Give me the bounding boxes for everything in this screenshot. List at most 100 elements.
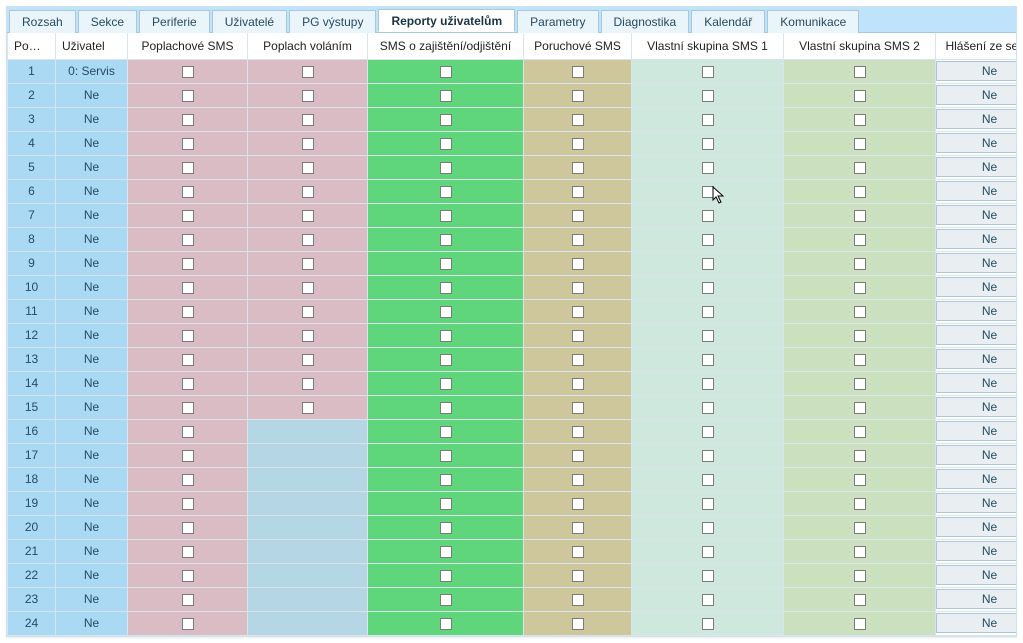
cell-user[interactable]: Ne (56, 107, 128, 131)
cell-sms-zajisteni[interactable] (368, 59, 524, 83)
checkbox[interactable] (854, 402, 866, 414)
cell-poplach-volanim[interactable] (248, 539, 368, 563)
cell-poplachove-sms[interactable] (128, 515, 248, 539)
hlaseni-button[interactable]: Ne (936, 253, 1016, 273)
checkbox[interactable] (182, 450, 194, 462)
checkbox[interactable] (702, 378, 714, 390)
checkbox[interactable] (302, 162, 314, 174)
cell-poplachove-sms[interactable] (128, 227, 248, 251)
checkbox[interactable] (182, 330, 194, 342)
checkbox[interactable] (302, 210, 314, 222)
cell-poruchove-sms[interactable] (524, 395, 632, 419)
checkbox[interactable] (702, 114, 714, 126)
checkbox[interactable] (702, 138, 714, 150)
cell-sms-zajisteni[interactable] (368, 539, 524, 563)
cell-vlastni-skupina-1[interactable] (632, 515, 784, 539)
cell-vlastni-skupina-2[interactable] (784, 323, 936, 347)
checkbox[interactable] (854, 90, 866, 102)
hlaseni-button[interactable]: Ne (936, 157, 1016, 177)
cell-poruchove-sms[interactable] (524, 83, 632, 107)
checkbox[interactable] (302, 402, 314, 414)
cell-poplachove-sms[interactable] (128, 347, 248, 371)
hlaseni-button[interactable]: Ne (936, 325, 1016, 345)
checkbox[interactable] (854, 186, 866, 198)
checkbox[interactable] (572, 138, 584, 150)
checkbox[interactable] (572, 402, 584, 414)
cell-sms-zajisteni[interactable] (368, 467, 524, 491)
tab-kalend-[interactable]: Kalendář (691, 10, 765, 33)
cell-poplach-volanim[interactable] (248, 419, 368, 443)
cell-user[interactable]: Ne (56, 251, 128, 275)
cell-poruchove-sms[interactable] (524, 347, 632, 371)
cell-poruchove-sms[interactable] (524, 443, 632, 467)
checkbox[interactable] (572, 234, 584, 246)
cell-vlastni-skupina-1[interactable] (632, 59, 784, 83)
cell-user[interactable]: Ne (56, 515, 128, 539)
cell-vlastni-skupina-2[interactable] (784, 515, 936, 539)
cell-sms-zajisteni[interactable] (368, 419, 524, 443)
checkbox[interactable] (440, 378, 452, 390)
checkbox[interactable] (182, 66, 194, 78)
checkbox[interactable] (702, 426, 714, 438)
checkbox[interactable] (854, 282, 866, 294)
hlaseni-button[interactable]: Ne (936, 397, 1016, 417)
cell-poplach-volanim[interactable] (248, 371, 368, 395)
cell-user[interactable]: Ne (56, 299, 128, 323)
cell-sms-zajisteni[interactable] (368, 275, 524, 299)
cell-poplach-volanim[interactable] (248, 131, 368, 155)
checkbox[interactable] (854, 522, 866, 534)
checkbox[interactable] (702, 546, 714, 558)
cell-sms-zajisteni[interactable] (368, 515, 524, 539)
checkbox[interactable] (702, 474, 714, 486)
cell-user[interactable]: Ne (56, 563, 128, 587)
checkbox[interactable] (302, 138, 314, 150)
checkbox[interactable] (182, 282, 194, 294)
cell-sms-zajisteni[interactable] (368, 611, 524, 635)
col-header-call[interactable]: Poplach voláním (248, 33, 368, 59)
cell-sms-zajisteni[interactable] (368, 587, 524, 611)
checkbox[interactable] (572, 522, 584, 534)
cell-vlastni-skupina-1[interactable] (632, 611, 784, 635)
cell-user[interactable]: Ne (56, 131, 128, 155)
checkbox[interactable] (572, 378, 584, 390)
hlaseni-button[interactable]: Ne (936, 205, 1016, 225)
cell-poplach-volanim[interactable] (248, 299, 368, 323)
checkbox[interactable] (572, 618, 584, 630)
checkbox[interactable] (854, 210, 866, 222)
cell-poruchove-sms[interactable] (524, 251, 632, 275)
checkbox[interactable] (854, 162, 866, 174)
checkbox[interactable] (854, 258, 866, 270)
checkbox[interactable] (182, 90, 194, 102)
hlaseni-button[interactable]: Ne (936, 517, 1016, 537)
checkbox[interactable] (440, 66, 452, 78)
checkbox[interactable] (182, 354, 194, 366)
cell-poplachove-sms[interactable] (128, 587, 248, 611)
cell-vlastni-skupina-2[interactable] (784, 587, 936, 611)
hlaseni-button[interactable]: Ne (936, 541, 1016, 561)
checkbox[interactable] (854, 354, 866, 366)
cell-user[interactable]: Ne (56, 539, 128, 563)
cell-vlastni-skupina-2[interactable] (784, 395, 936, 419)
cell-vlastni-skupina-1[interactable] (632, 371, 784, 395)
checkbox[interactable] (182, 258, 194, 270)
cell-poplach-volanim[interactable] (248, 323, 368, 347)
checkbox[interactable] (302, 258, 314, 270)
cell-poruchove-sms[interactable] (524, 419, 632, 443)
col-header-hlas[interactable]: Hlášení ze sekcí (936, 33, 1017, 59)
checkbox[interactable] (440, 594, 452, 606)
checkbox[interactable] (854, 306, 866, 318)
hlaseni-button[interactable]: Ne (936, 301, 1016, 321)
cell-vlastni-skupina-1[interactable] (632, 131, 784, 155)
hlaseni-button[interactable]: Ne (936, 133, 1016, 153)
checkbox[interactable] (854, 66, 866, 78)
cell-vlastni-skupina-1[interactable] (632, 563, 784, 587)
checkbox[interactable] (440, 402, 452, 414)
checkbox[interactable] (302, 330, 314, 342)
cell-poruchove-sms[interactable] (524, 587, 632, 611)
cell-poplach-volanim[interactable] (248, 203, 368, 227)
tab-pg-v-stupy[interactable]: PG výstupy (289, 10, 376, 33)
cell-poplachove-sms[interactable] (128, 395, 248, 419)
cell-vlastni-skupina-2[interactable] (784, 347, 936, 371)
checkbox[interactable] (572, 90, 584, 102)
cell-poruchove-sms[interactable] (524, 227, 632, 251)
